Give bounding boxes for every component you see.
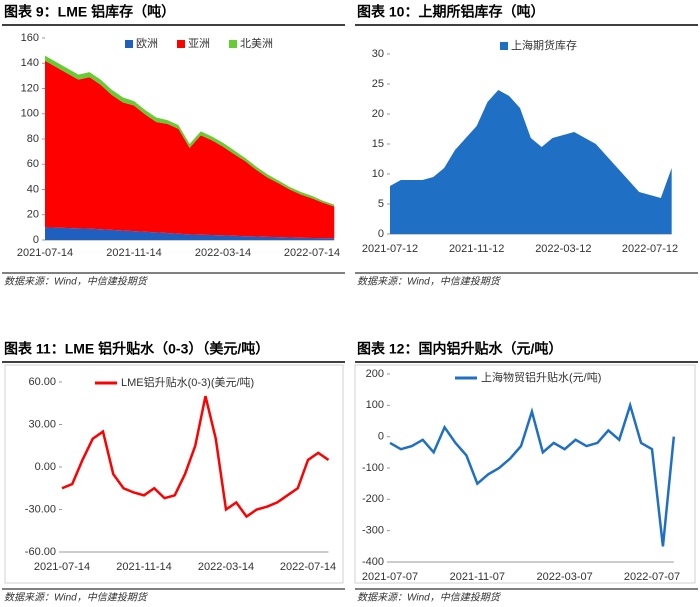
source-note: 数据来源：Wind，中信建投期货: [4, 276, 149, 288]
legend-swatch: [229, 40, 237, 48]
y-tick-label: 10: [372, 168, 384, 180]
y-tick-label: 0.00: [35, 461, 56, 473]
chart-title: 图表 11：LME 铝升贴水（0-3）（美元/吨）: [4, 341, 269, 357]
source-note: 数据来源：Wind，中信建投期货: [4, 592, 149, 604]
y-tick-label: 100: [366, 399, 384, 411]
chart-title: 图表 10：上期所铝库存（吨）: [357, 4, 544, 20]
y-tick-label: 80: [27, 133, 39, 145]
x-tick-label: 2021-11-14: [116, 561, 171, 573]
y-tick-label: 15: [372, 138, 384, 150]
y-tick-label: 60.00: [28, 376, 56, 388]
x-tick-label: 2021-11-14: [106, 247, 161, 259]
frame: [4, 364, 344, 584]
line: [61, 395, 330, 519]
x-tick-label: 2022-03-12: [535, 243, 591, 255]
y-tick-label: -300: [362, 525, 384, 537]
x-tick-label: 2022-07-14: [280, 561, 336, 573]
area: [45, 227, 335, 240]
area: [45, 60, 335, 239]
y-tick-label: -100: [362, 462, 384, 474]
legend-label: 欧洲: [136, 37, 158, 50]
y-tick-label: 0: [33, 234, 39, 246]
y-tick-label: 160: [21, 32, 39, 44]
chart-title: 图表 12：国内铝升贴水（元/吨）: [357, 341, 562, 357]
source-note: 数据来源：Wind，中信建投期货: [357, 276, 502, 288]
legend-swatch: [125, 40, 133, 48]
chart-title: 图表 9：LME 铝库存（吨）: [4, 4, 175, 20]
x-tick-label: 2021-11-07: [450, 571, 505, 583]
y-tick-label: 60: [27, 158, 39, 170]
x-tick-label: 2022-03-14: [198, 561, 254, 573]
x-tick-label: 2022-07-12: [622, 243, 678, 255]
legend-label: 北美洲: [240, 37, 273, 50]
y-tick-label: 0: [378, 431, 384, 443]
x-tick-label: 2021-11-12: [449, 243, 504, 255]
y-tick-label: 20: [27, 209, 39, 221]
y-tick-label: 25: [372, 78, 384, 90]
y-tick-label: 20: [372, 108, 384, 120]
y-tick-label: 30.00: [28, 418, 56, 430]
y-tick-label: 140: [21, 57, 39, 69]
source-note: 数据来源：Wind，中信建投期货: [357, 592, 502, 604]
legend-label: LME铝升贴水(0-3)(美元/吨): [121, 375, 254, 389]
legend-label: 上海物贸铝升贴水(元/吨): [481, 370, 601, 384]
legend-label: 亚洲: [188, 38, 210, 50]
y-tick-label: 120: [21, 82, 39, 94]
y-tick-label: 0: [378, 228, 384, 240]
x-tick-label: 2022-07-07: [624, 571, 680, 583]
y-tick-label: 30: [372, 48, 384, 60]
legend-label: 上海期货库存: [511, 38, 577, 52]
y-tick-label: 40: [27, 183, 39, 195]
area: [390, 90, 672, 234]
frame: [354, 364, 696, 584]
legend-swatch: [177, 40, 185, 48]
x-tick-label: 2021-07-14: [34, 561, 90, 573]
y-tick-label: -400: [362, 556, 384, 568]
y-tick-label: 200: [366, 368, 384, 380]
y-tick-label: 5: [378, 198, 384, 210]
line: [389, 401, 676, 547]
x-tick-label: 2021-07-14: [17, 247, 73, 259]
y-tick-label: 100: [21, 108, 39, 120]
y-tick-label: -60.00: [25, 546, 56, 558]
x-tick-label: 2021-07-07: [362, 571, 418, 583]
y-tick-label: -200: [362, 493, 384, 505]
x-tick-label: 2021-07-12: [362, 243, 418, 255]
x-tick-label: 2022-03-07: [537, 571, 593, 583]
legend-swatch: [500, 42, 508, 50]
x-tick-label: 2022-03-14: [195, 247, 251, 259]
y-tick-label: -30.00: [25, 503, 56, 515]
x-tick-label: 2022-07-14: [284, 247, 340, 259]
